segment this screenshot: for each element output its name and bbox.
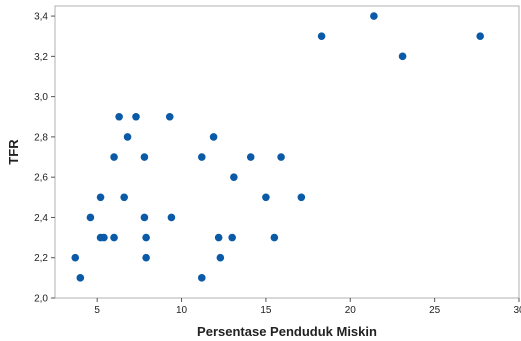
x-tick-label: 25 xyxy=(429,305,441,316)
data-point xyxy=(297,193,306,202)
y-tick-label: 2,0 xyxy=(34,294,48,305)
data-point xyxy=(120,193,128,202)
data-point xyxy=(165,112,174,121)
data-point xyxy=(197,153,206,161)
x-tick-label: 5 xyxy=(94,305,100,316)
data-point xyxy=(370,12,378,20)
data-point xyxy=(140,213,149,222)
y-tick-label: 3,2 xyxy=(34,52,48,63)
y-tick-label: 3,4 xyxy=(34,12,48,23)
x-tick-label: 15 xyxy=(260,305,272,316)
y-axis: 2,0 2,2 2,4 2,6 2,8 3,0 3,2 3,4 xyxy=(34,12,55,305)
data-point xyxy=(96,193,105,202)
y-tick-label: 2,6 xyxy=(34,173,48,184)
data-point xyxy=(100,233,108,242)
data-point xyxy=(270,233,279,242)
data-point xyxy=(110,153,118,161)
x-tick-label: 20 xyxy=(345,305,357,316)
data-point xyxy=(246,153,255,161)
data-point xyxy=(86,213,95,222)
data-point xyxy=(123,133,132,141)
data-point xyxy=(115,112,123,121)
data-point xyxy=(216,253,225,262)
data-point xyxy=(277,153,285,161)
y-tick-label: 2,2 xyxy=(34,253,48,264)
data-point xyxy=(197,274,206,282)
data-point xyxy=(142,253,150,262)
data-point xyxy=(132,112,140,121)
y-axis-title: TFR xyxy=(6,139,21,165)
data-point xyxy=(214,233,223,242)
x-axis: 5 10 15 20 25 30 xyxy=(94,298,521,316)
data-point xyxy=(230,173,238,181)
data-point xyxy=(228,233,236,242)
data-point xyxy=(76,274,85,282)
data-point xyxy=(140,153,149,161)
x-tick-label: 30 xyxy=(513,305,521,316)
data-point xyxy=(476,32,484,41)
y-tick-label: 3,0 xyxy=(34,92,48,103)
data-points xyxy=(71,12,484,282)
data-point xyxy=(209,133,218,141)
data-point xyxy=(142,233,150,242)
data-point xyxy=(398,52,407,61)
plot-area xyxy=(54,5,520,299)
data-point xyxy=(262,193,270,202)
data-point xyxy=(317,32,326,41)
data-point xyxy=(167,213,176,222)
y-tick-label: 2,8 xyxy=(34,132,48,143)
data-point xyxy=(71,253,80,262)
x-tick-label: 10 xyxy=(176,305,188,316)
y-tick-label: 2,4 xyxy=(34,213,48,224)
data-point xyxy=(110,233,118,242)
x-axis-title: Persentase Penduduk Miskin xyxy=(197,324,377,339)
